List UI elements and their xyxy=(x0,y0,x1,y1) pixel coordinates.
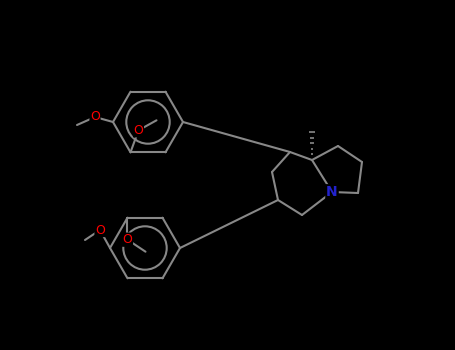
Text: N: N xyxy=(326,185,338,199)
Text: O: O xyxy=(122,233,132,246)
Text: O: O xyxy=(90,111,100,124)
Text: N: N xyxy=(326,185,338,199)
Text: O: O xyxy=(134,124,143,137)
Text: O: O xyxy=(95,224,105,237)
